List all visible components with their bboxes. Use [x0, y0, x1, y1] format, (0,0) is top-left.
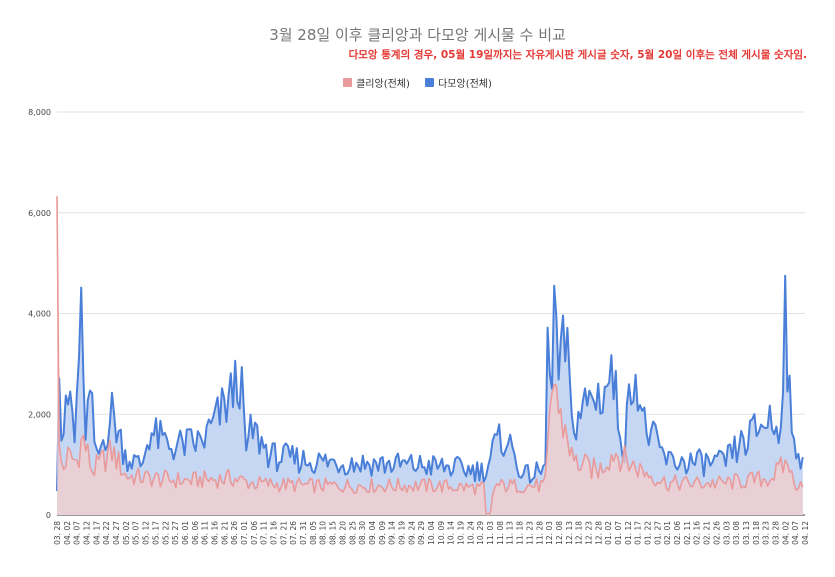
series-line [56, 196, 804, 516]
x-tick-label: 07. 31 [299, 521, 308, 545]
x-tick-label: 05. 17 [151, 521, 160, 545]
x-tick-label: 11. 13 [506, 521, 515, 545]
x-tick-label: 03. 13 [742, 521, 751, 545]
x-tick-label: 09. 04 [368, 521, 377, 545]
legend-label-damoang: 다모앙(전체) [438, 79, 492, 90]
x-tick-label: 04. 17 [92, 521, 101, 545]
x-tick-label: 09. 24 [407, 521, 416, 545]
x-tick-label: 07. 06 [250, 521, 259, 545]
x-tick-label: 03. 03 [722, 521, 731, 545]
x-tick-label: 08. 25 [348, 521, 357, 545]
x-tick-label: 05. 22 [161, 521, 170, 545]
x-tick-label: 03. 18 [752, 521, 761, 545]
chart-title: 3월 28일 이후 클리앙과 다모앙 게시물 수 비교 [269, 26, 566, 44]
x-tick-label: 07. 26 [289, 521, 298, 545]
x-tick-label: 04. 02 [63, 521, 72, 545]
x-tick-label: 01. 07 [614, 521, 623, 545]
x-tick-label: 05. 27 [171, 521, 180, 545]
x-tick-label: 11. 23 [525, 521, 534, 545]
x-tick-label: 08. 05 [309, 521, 318, 545]
x-tick-label: 10. 29 [476, 521, 485, 545]
x-tick-label: 06. 16 [210, 521, 219, 545]
y-tick-label: 4,000 [28, 310, 51, 319]
x-tick-label: 04. 12 [801, 521, 810, 545]
x-tick-label: 10. 19 [457, 521, 466, 545]
x-tick-label: 01. 22 [644, 521, 653, 545]
x-tick-label: 07. 21 [279, 521, 288, 545]
x-tick-label: 09. 09 [378, 521, 387, 545]
x-tick-label: 02. 26 [712, 521, 721, 545]
x-tick-label: 09. 19 [397, 521, 406, 545]
legend-item-clien: 클리앙(전체) [343, 75, 410, 90]
x-tick-label: 12. 03 [545, 521, 554, 545]
x-tick-label: 09. 29 [417, 521, 426, 545]
x-tick-label: 06. 21 [220, 521, 229, 545]
legend-label-clien: 클리앙(전체) [356, 79, 410, 90]
x-tick-label: 03. 28 [53, 521, 62, 545]
x-tick-label: 11. 18 [516, 521, 525, 545]
x-tick-label: 08. 15 [329, 521, 338, 545]
x-tick-label: 11. 28 [535, 521, 544, 545]
x-tick-label: 03. 28 [771, 521, 780, 545]
x-tick-label: 07. 16 [270, 521, 279, 545]
x-tick-label: 02. 01 [663, 521, 672, 545]
x-tick-label: 06. 26 [230, 521, 239, 545]
x-tick-label: 05. 02 [122, 521, 131, 545]
x-tick-label: 03. 23 [762, 521, 771, 545]
legend-item-damoang: 다모앙(전체) [425, 75, 492, 90]
x-tick-label: 07. 01 [240, 521, 249, 545]
legend-swatch-damoang [425, 78, 435, 87]
x-tick-label: 09. 14 [388, 521, 397, 545]
x-tick-label: 12. 23 [584, 521, 593, 545]
x-tick-label: 01. 27 [653, 521, 662, 545]
x-tick-label: 01. 02 [604, 521, 613, 545]
x-tick-label: 05. 12 [142, 521, 151, 545]
x-tick-label: 04. 12 [83, 521, 92, 545]
x-tick-label: 06. 06 [191, 521, 200, 545]
x-tick-label: 11. 03 [486, 521, 495, 545]
x-tick-label: 10. 14 [447, 521, 456, 545]
x-tick-label: 02. 21 [703, 521, 712, 545]
x-tick-label: 04. 02 [781, 521, 790, 545]
x-tick-label: 04. 27 [112, 521, 121, 545]
x-tick-label: 03. 08 [732, 521, 741, 545]
x-tick-label: 04. 07 [73, 521, 82, 545]
x-tick-label: 05. 07 [132, 521, 141, 545]
x-tick-label: 04. 07 [791, 521, 800, 545]
x-tick-label: 02. 16 [693, 521, 702, 545]
x-tick-label: 12. 18 [575, 521, 584, 545]
x-tick-label: 06. 01 [181, 521, 190, 545]
x-tick-label: 10. 24 [466, 521, 475, 545]
x-tick-label: 08. 20 [338, 521, 347, 545]
series-line [56, 274, 804, 492]
x-tick-label: 12. 08 [555, 521, 564, 545]
x-tick-label: 02. 11 [683, 521, 692, 545]
x-tick-label: 08. 10 [319, 521, 328, 545]
series-area [57, 196, 803, 515]
x-tick-label: 01. 17 [634, 521, 643, 545]
x-tick-label: 06. 11 [201, 521, 210, 545]
y-tick-label: 8,000 [28, 108, 51, 117]
x-tick-label: 01. 12 [624, 521, 633, 545]
x-tick-label: 12. 28 [594, 521, 603, 545]
y-tick-label: 2,000 [28, 410, 51, 419]
y-tick-label: 0 [46, 511, 51, 520]
x-tick-label: 08. 30 [358, 521, 367, 545]
x-tick-label: 10. 04 [427, 521, 436, 545]
x-tick-label: 02. 06 [673, 521, 682, 545]
x-tick-label: 11. 08 [496, 521, 505, 545]
x-tick-label: 04. 22 [102, 521, 111, 545]
legend-swatch-clien [343, 78, 353, 87]
x-tick-label: 12. 13 [565, 521, 574, 545]
chart-legend: 클리앙(전체) 다모앙(전체) [0, 75, 835, 90]
x-tick-label: 07. 11 [260, 521, 269, 545]
x-tick-label: 10. 09 [437, 521, 446, 545]
y-tick-label: 6,000 [28, 209, 51, 218]
chart-subtitle: 다모앙 통계의 경우, 05월 19일까지는 자유게시판 게시글 숫자, 5월 … [348, 49, 807, 61]
